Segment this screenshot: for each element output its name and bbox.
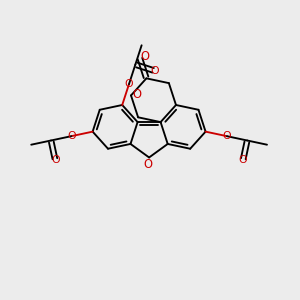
Text: O: O (67, 131, 76, 141)
Text: O: O (143, 158, 152, 170)
Text: O: O (132, 88, 141, 101)
Text: O: O (239, 155, 247, 165)
Text: O: O (150, 66, 159, 76)
Text: O: O (140, 50, 149, 63)
Text: O: O (223, 131, 231, 141)
Text: O: O (51, 155, 59, 165)
Text: O: O (125, 79, 133, 89)
